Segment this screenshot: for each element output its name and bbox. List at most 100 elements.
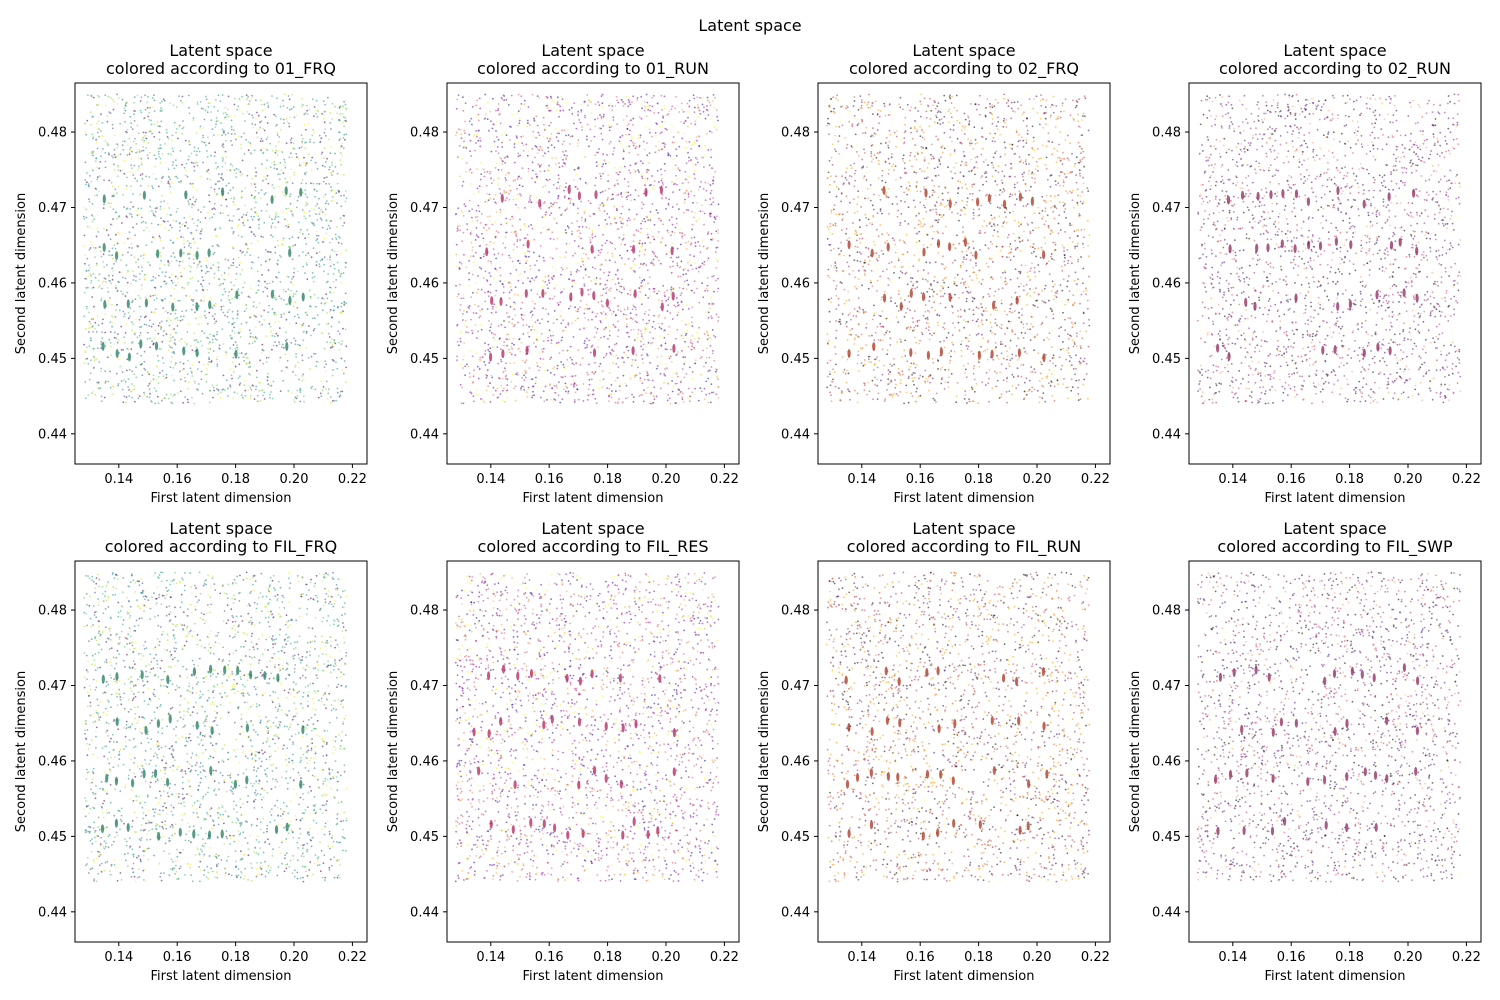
scatter-point (134, 400, 136, 403)
scatter-point (199, 237, 202, 240)
scatter-point (652, 401, 655, 404)
scatter-point (175, 164, 178, 167)
scatter-point (705, 380, 708, 383)
scatter-point (343, 222, 346, 224)
scatter-point (631, 101, 633, 104)
scatter-point (664, 127, 667, 130)
scatter-point (302, 339, 305, 341)
scatter-point (653, 386, 656, 389)
scatter-point (316, 238, 319, 240)
scatter-point (300, 182, 303, 185)
scatter-point (535, 173, 537, 176)
scatter-point (97, 231, 100, 233)
scatter-point (276, 134, 279, 136)
scatter-point (561, 165, 564, 168)
scatter-point (231, 164, 234, 167)
scatter-point (547, 320, 549, 323)
scatter-point (479, 137, 481, 140)
scatter-point (115, 260, 117, 263)
scatter-point (212, 350, 215, 352)
scatter-point (536, 148, 539, 150)
scatter-point (685, 209, 688, 211)
scatter-point (309, 141, 311, 143)
scatter-point (717, 287, 720, 290)
scatter-point (488, 272, 491, 274)
scatter-point (641, 162, 644, 165)
scatter-point (278, 341, 280, 343)
scatter-point (188, 244, 190, 247)
scatter-cluster (156, 249, 160, 259)
scatter-point (691, 391, 694, 394)
scatter-point (196, 266, 199, 269)
scatter-point (200, 107, 203, 110)
scatter-point (535, 146, 538, 148)
scatter-point (635, 229, 638, 232)
scatter-point (477, 305, 480, 308)
scatter-point (555, 201, 558, 204)
scatter-point (538, 97, 541, 99)
scatter-point (295, 353, 297, 355)
scatter-point (144, 221, 147, 224)
scatter-point (229, 368, 232, 371)
scatter-point (671, 105, 674, 108)
scatter-point (478, 367, 481, 370)
scatter-point (466, 223, 468, 225)
scatter-point (227, 115, 230, 118)
scatter-point (637, 194, 640, 197)
scatter-point (455, 212, 457, 215)
scatter-point (117, 166, 120, 168)
scatter-point (676, 382, 678, 385)
scatter-point (497, 231, 500, 234)
scatter-point (98, 96, 101, 98)
scatter-point (91, 220, 94, 223)
scatter-point (275, 313, 278, 316)
scatter-point (125, 215, 128, 218)
scatter-point (586, 123, 589, 126)
scatter-point (541, 149, 544, 152)
scatter-point (537, 163, 540, 165)
scatter-point (620, 226, 623, 229)
scatter-point (676, 183, 678, 186)
scatter-point (233, 169, 236, 171)
scatter-point (131, 329, 133, 331)
scatter-point (225, 198, 228, 201)
scatter-point (319, 392, 322, 395)
scatter-point (630, 199, 633, 202)
scatter-point (276, 97, 278, 100)
scatter-point (221, 293, 224, 296)
scatter-point (573, 240, 576, 242)
scatter-point (255, 118, 257, 120)
scatter-point (531, 314, 534, 316)
scatter-point (505, 98, 508, 101)
scatter-point (338, 395, 341, 398)
scatter-point (629, 377, 632, 380)
scatter-point (619, 285, 621, 288)
scatter-point (255, 306, 258, 309)
scatter-point (153, 154, 156, 157)
scatter-point (594, 118, 596, 121)
scatter-point (487, 260, 490, 262)
scatter-point (517, 110, 520, 112)
scatter-point (272, 380, 275, 383)
scatter-point (520, 341, 523, 344)
scatter-point (668, 110, 671, 113)
scatter-point (313, 131, 315, 134)
scatter-point (636, 97, 639, 99)
scatter-point (116, 93, 118, 96)
scatter-point (697, 107, 699, 110)
scatter-point (287, 275, 290, 278)
scatter-point (707, 334, 709, 337)
scatter-point (486, 280, 489, 282)
scatter-point (294, 339, 297, 342)
scatter-point (125, 130, 127, 133)
scatter-point (263, 103, 266, 106)
scatter-point (491, 376, 494, 379)
scatter-point (608, 126, 611, 129)
scatter-point (306, 229, 309, 231)
scatter-point (193, 254, 195, 257)
scatter-point (514, 286, 517, 289)
scatter-point (331, 161, 333, 164)
scatter-point (192, 304, 195, 306)
scatter-point (513, 231, 516, 234)
scatter-point (604, 189, 607, 192)
